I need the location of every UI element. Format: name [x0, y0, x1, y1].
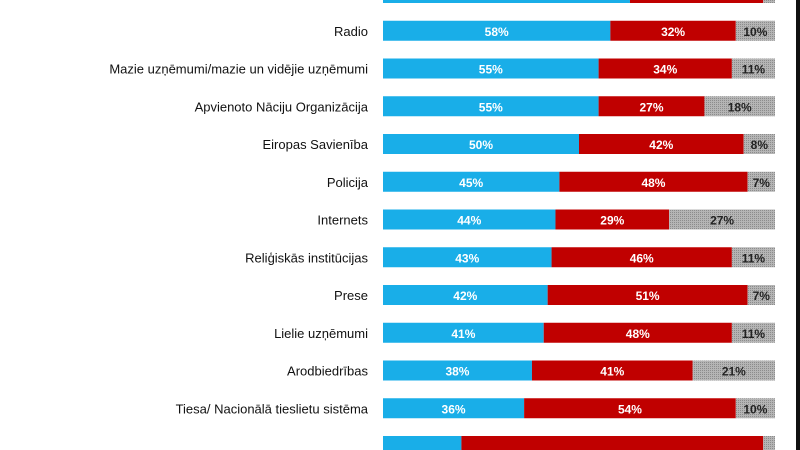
- category-label: Prese: [334, 288, 368, 303]
- bar-segment-red: [551, 247, 732, 268]
- data-label: 8%: [751, 138, 769, 152]
- bar-segment-blue: [383, 134, 579, 154]
- data-label: 42%: [649, 138, 673, 152]
- bar-segment-red: [559, 171, 748, 192]
- category-label: Lielie uzņēmumi: [274, 326, 368, 341]
- data-label: 29%: [600, 214, 624, 228]
- data-label: 42%: [453, 289, 477, 303]
- bar-segment-red: [610, 20, 736, 41]
- data-label: 7%: [753, 176, 771, 190]
- category-label: Arodbiedrības: [287, 364, 368, 379]
- bar-segment-blue: [383, 398, 525, 419]
- category-label: Tiesa/ Nacionālā tieslietu sistēma: [176, 401, 369, 416]
- data-label: 32%: [661, 25, 685, 39]
- bar-segment-gray: [731, 322, 775, 343]
- category-label: Radio: [334, 24, 368, 39]
- bar-segment-gray: [743, 134, 775, 154]
- bar-segment-red: [629, 0, 764, 3]
- bar-segment-gray: [731, 58, 775, 79]
- bar-segment-gray: [763, 0, 775, 3]
- bar-segment-red: [579, 134, 744, 154]
- data-label: 46%: [630, 251, 654, 265]
- data-label: 38%: [445, 365, 469, 379]
- data-label: 11%: [742, 251, 766, 265]
- bar-segment-blue: [383, 436, 462, 450]
- data-label: 10%: [743, 25, 767, 39]
- bar-segment-blue: [383, 0, 630, 3]
- data-label: 27%: [710, 214, 734, 228]
- bar-segment-gray: [692, 360, 775, 381]
- category-label: Internets: [317, 213, 368, 228]
- category-label: Eiropas Savienība: [262, 137, 368, 152]
- bar-segment-gray: [704, 96, 775, 117]
- data-label: 10%: [743, 402, 767, 416]
- data-label: 11%: [742, 63, 766, 77]
- bar-segment-red: [555, 209, 670, 230]
- data-label: 21%: [722, 365, 746, 379]
- data-label: 11%: [742, 327, 766, 341]
- bar-segment-gray: [669, 209, 775, 230]
- bar-segment-red: [547, 285, 748, 305]
- category-label: Mazie uzņēmumi/mazie un vidējie uzņēmumi: [109, 62, 368, 77]
- data-label: 54%: [618, 402, 642, 416]
- bar-segment-blue: [383, 247, 552, 268]
- bar-segment-blue: [383, 322, 544, 343]
- data-label: 51%: [636, 289, 660, 303]
- bar-segment-blue: [383, 285, 548, 305]
- bar-segment-gray: [747, 171, 775, 192]
- data-label: 45%: [459, 176, 483, 190]
- category-label: Apvienoto Nāciju Organizācija: [195, 99, 369, 114]
- data-label: 55%: [479, 100, 503, 114]
- bar-segment-blue: [383, 209, 556, 230]
- bar-segment-blue: [383, 171, 560, 192]
- bar-segment-gray: [747, 285, 775, 305]
- bar-segment-gray: [763, 436, 775, 450]
- data-label: 50%: [469, 138, 493, 152]
- bar-segment-red: [598, 58, 732, 79]
- data-label: 27%: [640, 100, 664, 114]
- data-label: 43%: [455, 251, 479, 265]
- bar-segment-blue: [383, 96, 599, 117]
- data-label: 44%: [457, 214, 481, 228]
- category-label: Policija: [327, 175, 369, 190]
- category-label: Reliģiskās institūcijas: [245, 250, 368, 265]
- data-label: 41%: [600, 365, 624, 379]
- bar-segment-gray: [731, 247, 775, 268]
- bar-segment-gray: [735, 398, 775, 419]
- bar-segment-blue: [383, 20, 611, 41]
- data-label: 41%: [451, 327, 475, 341]
- data-label: 7%: [753, 289, 771, 303]
- data-label: 48%: [626, 327, 650, 341]
- bar-segment-blue: [383, 360, 532, 381]
- bar-segment-blue: [383, 58, 599, 79]
- bar-segment-red: [598, 96, 705, 117]
- frame-border: [796, 0, 800, 450]
- bar-segment-red: [524, 398, 736, 419]
- data-label: 48%: [641, 176, 665, 190]
- bar-segment-red: [543, 322, 732, 343]
- data-label: 18%: [728, 100, 752, 114]
- data-label: 55%: [479, 63, 503, 77]
- bar-segment-gray: [735, 20, 775, 41]
- data-label: 34%: [653, 63, 677, 77]
- data-label: 36%: [442, 402, 466, 416]
- data-label: 58%: [485, 25, 509, 39]
- bar-segment-red: [461, 436, 764, 450]
- bar-segment-red: [531, 360, 693, 381]
